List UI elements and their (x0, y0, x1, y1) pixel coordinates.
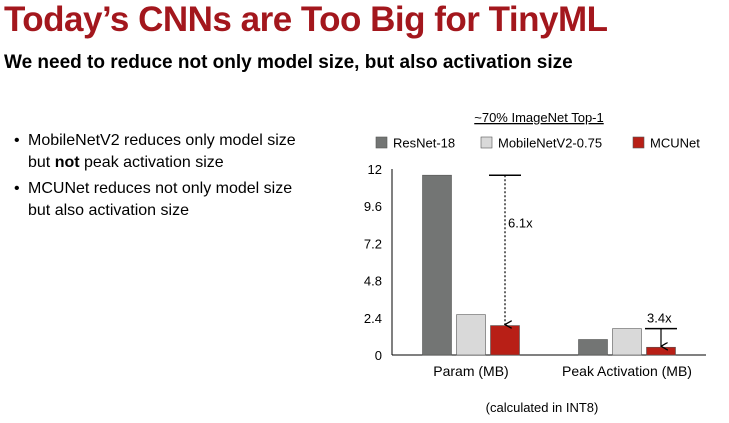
bar (490, 325, 520, 356)
bullet-list: MobileNetV2 reduces only model size but … (12, 130, 312, 226)
bar (422, 174, 452, 356)
annotation-label: 3.4x (647, 311, 672, 326)
x-category-label: Peak Activation (MB) (562, 363, 692, 379)
slide-title: Today’s CNNs are Too Big for TinyML (4, 0, 608, 39)
chart-footnote: (calculated in INT8) (486, 400, 599, 415)
bullet-emphasis: not (54, 154, 80, 171)
bullet-item: MCUNet reduces not only model size but a… (12, 178, 312, 222)
annotation-label: 6.1x (508, 215, 533, 230)
y-tick-label: 0 (375, 348, 382, 363)
bar (456, 314, 486, 356)
bar (612, 328, 642, 356)
legend-label: MCUNet (650, 136, 700, 151)
legend-label: ResNet-18 (393, 136, 455, 151)
y-tick-label: 9.6 (364, 199, 382, 214)
y-tick-label: 4.8 (364, 274, 382, 289)
bar (578, 339, 608, 356)
chart-title: ~70% ImageNet Top-1 (474, 110, 603, 125)
bullet-text: MobileNetV2 reduces only model size but (28, 132, 296, 171)
legend-swatch (375, 136, 388, 149)
legend-label: MobileNetV2-0.75 (498, 136, 602, 151)
bullet-text-end: peak activation size (79, 154, 224, 171)
x-category-label: Param (MB) (433, 363, 508, 379)
bar (646, 346, 676, 356)
y-tick-label: 12 (368, 162, 382, 177)
y-tick-label: 2.4 (364, 311, 382, 326)
y-tick-label: 7.2 (364, 236, 382, 251)
legend-swatch (632, 136, 645, 149)
bullet-text: MCUNet reduces not only model size but a… (28, 180, 293, 219)
bullet-item: MobileNetV2 reduces only model size but … (12, 130, 312, 174)
legend-swatch (480, 136, 493, 149)
slide-subtitle: We need to reduce not only model size, b… (4, 52, 573, 73)
